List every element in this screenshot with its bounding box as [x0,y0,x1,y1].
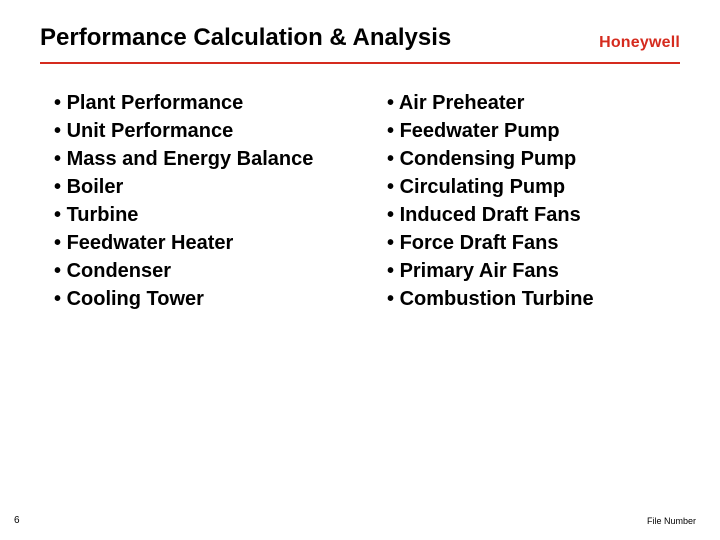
list-item: Unit Performance [54,118,347,145]
right-bullet-list: Air Preheater Feedwater Pump Condensing … [387,90,680,313]
left-bullet-list: Plant Performance Unit Performance Mass … [54,90,347,313]
list-item: Primary Air Fans [387,258,680,285]
list-item: Air Preheater [387,90,680,117]
slide: Performance Calculation & Analysis Honey… [0,0,720,540]
list-item: Condenser [54,258,347,285]
list-item: Combustion Turbine [387,286,680,313]
file-number-label: File Number [647,516,696,526]
page-number: 6 [14,515,20,526]
list-item: Induced Draft Fans [387,202,680,229]
list-item: Mass and Energy Balance [54,146,347,173]
page-title: Performance Calculation & Analysis [40,24,451,52]
right-column: Air Preheater Feedwater Pump Condensing … [387,90,680,314]
list-item: Feedwater Pump [387,118,680,145]
list-item: Cooling Tower [54,286,347,313]
honeywell-logo: Honeywell [599,34,680,52]
list-item: Turbine [54,202,347,229]
list-item: Plant Performance [54,90,347,117]
header: Performance Calculation & Analysis Honey… [40,24,680,62]
divider [40,62,680,64]
left-column: Plant Performance Unit Performance Mass … [54,90,347,314]
content-columns: Plant Performance Unit Performance Mass … [40,90,680,314]
list-item: Condensing Pump [387,146,680,173]
list-item: Boiler [54,174,347,201]
list-item: Force Draft Fans [387,230,680,257]
list-item: Circulating Pump [387,174,680,201]
list-item: Feedwater Heater [54,230,347,257]
